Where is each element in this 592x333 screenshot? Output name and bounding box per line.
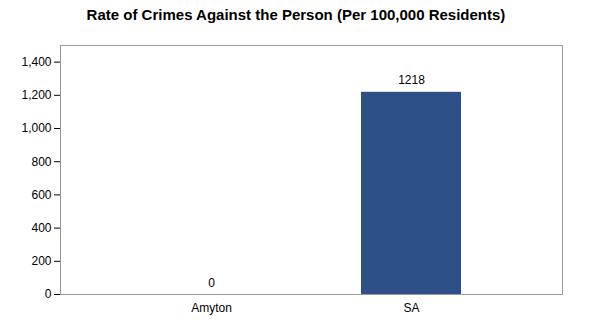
svg-text:1218: 1218 bbox=[398, 73, 425, 87]
html-text:Rate of Crimes Against the Per: Rate of Crimes Against the Person (Per 1… bbox=[86, 6, 506, 23]
svg-text:400: 400 bbox=[31, 221, 51, 235]
svg-text:600: 600 bbox=[31, 188, 51, 202]
svg-text:Amyton: Amyton bbox=[191, 301, 232, 315]
svg-text:1,000: 1,000 bbox=[21, 121, 51, 135]
svg-text:1,200: 1,200 bbox=[21, 88, 51, 102]
svg-text:200: 200 bbox=[31, 254, 51, 268]
svg-text:SA: SA bbox=[403, 301, 419, 315]
svg-text:1,400: 1,400 bbox=[21, 55, 51, 69]
svg-text:0: 0 bbox=[45, 287, 52, 301]
svg-text:800: 800 bbox=[31, 155, 51, 169]
svg-text:0: 0 bbox=[208, 276, 215, 290]
